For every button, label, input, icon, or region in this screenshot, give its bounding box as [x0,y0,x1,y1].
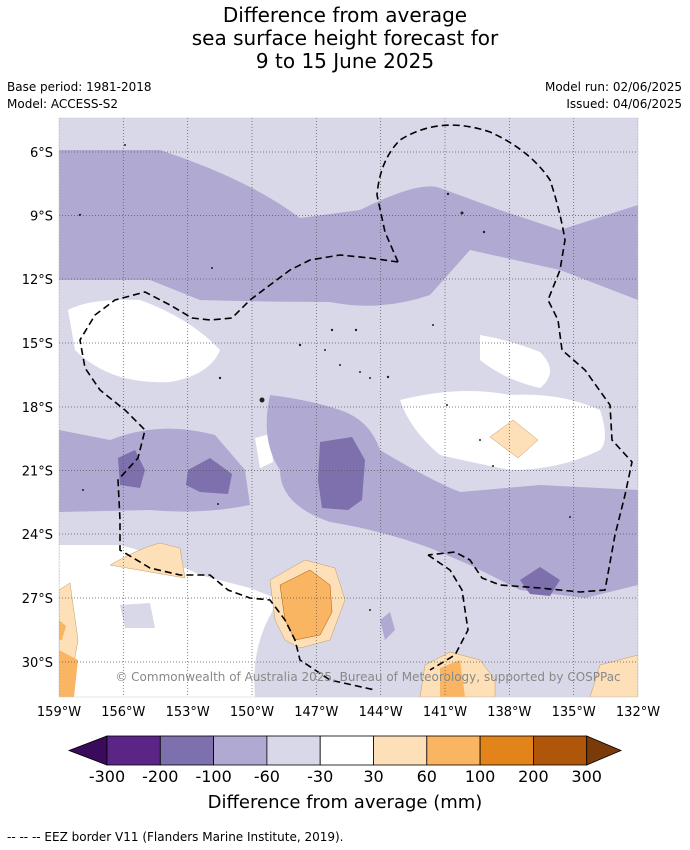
patch-plus-30-a [109,542,186,579]
lat-tick-label: 27°S [22,592,53,607]
colorbar-tick-label: 200 [518,767,549,786]
lat-tick-label: 24°S [22,528,53,543]
lat-tick-label: 21°S [22,465,53,480]
patch-plus-30-f [489,419,539,459]
patch-minus-200-b [186,458,232,494]
lat-tick-label: 18°S [22,401,53,416]
issued-date: Issued: 04/06/2025 [566,97,682,111]
lon-tick-label: 141°W [423,705,467,720]
area-near-average-west [68,299,220,383]
model-run: Model run: 02/06/2025 [544,80,682,94]
colorbar-tick-label: 300 [571,767,602,786]
lat-tick-label: 15°S [22,337,53,352]
colorbar-segment [479,735,534,766]
colorbar-segment [213,735,268,766]
base-period: Base period: 1981-2018 [7,80,152,94]
meta-right: Model run: 02/06/2025 Issued: 04/06/2025 [545,79,682,113]
lat-tick-label: 30°S [22,656,53,671]
lon-tick-label: 138°W [487,705,531,720]
model-name: Model: ACCESS-S2 [7,97,119,111]
longitude-labels: 159°W 156°W 153°W 150°W 147°W 144°W 141°W 138°W… [37,705,660,720]
patch-plus-60-d [440,660,465,697]
patch-minus-100-south [380,612,395,640]
colorbar-segment [319,735,374,766]
colorbar-label: Difference from average (mm) [207,792,483,813]
area-near-average-tiny [255,434,273,468]
colorbar-segment [266,735,321,766]
colorbar-tick-label: 100 [465,767,496,786]
lon-tick-label: 132°W [616,705,660,720]
colorbar-extend-low [67,735,108,766]
title-line-2: sea surface height forecast for [191,26,499,50]
colorbar [67,735,623,766]
colorbar-tick-label: -200 [142,767,178,786]
lon-tick-label: 144°W [359,705,403,720]
area-near-average-small [480,335,550,388]
patch-plus-30-e [589,654,638,697]
colorbar-extend-high [586,735,623,766]
colorbar-tick-label: -300 [89,767,125,786]
lon-tick-label: 153°W [166,705,210,720]
islands [78,144,571,611]
colorbar-ticks: -300 -200 -100 -60 -30 30 60 100 200 300 [89,767,602,786]
map-title: Difference from average sea surface heig… [0,4,690,73]
colorbar-tick-label: -60 [254,767,280,786]
patch-plus-60-c [59,620,66,640]
lon-tick-label: 135°W [552,705,596,720]
patch-plus-60-b [59,650,78,697]
lon-tick-label: 156°W [101,705,145,720]
latitude-labels: 6°S 9°S 12°S 15°S 18°S 21°S 24°S 27°S 30°S [22,146,53,671]
colorbar-tick-label: 30 [363,767,383,786]
eez-border [79,124,633,691]
area-near-average-south [60,640,200,697]
lon-tick-label: 159°W [37,705,81,720]
patch-minus-30-southwest [120,603,155,628]
colorbar-segment [106,735,161,766]
anomaly-field: © Commonwealth of Australia 2025, Bureau… [59,118,638,697]
colorbar-tick-label: -30 [307,767,333,786]
lat-tick-label: 6°S [30,146,53,161]
lat-tick-label: 9°S [30,210,53,225]
map-frame [58,117,639,698]
meta-left: Base period: 1981-2018 Model: ACCESS-S2 [7,79,152,113]
patch-minus-200-a [118,450,145,488]
colorbar-segment [426,735,481,766]
colorbar-segment [533,735,588,766]
graticule [59,118,638,697]
lon-tick-label: 150°W [230,705,274,720]
title-line-3: 9 to 15 June 2025 [255,49,435,73]
band-negative-south [266,395,638,598]
title-line-1: Difference from average [222,3,468,27]
patch-minus-200-c [318,437,365,510]
lon-tick-label: 147°W [294,705,338,720]
colorbar-tick-label: 60 [417,767,437,786]
eez-legend: -- -- -- EEZ border V11 (Flanders Marine… [7,830,344,844]
lat-tick-label: 12°S [22,273,53,288]
copyright-text: © Commonwealth of Australia 2025, Bureau… [115,670,620,684]
band-negative-north [59,150,638,306]
colorbar-tick-label: -100 [195,767,231,786]
colorbar-segment [373,735,428,766]
patch-plus-60-a [279,569,333,641]
colorbar-segment [159,735,215,766]
